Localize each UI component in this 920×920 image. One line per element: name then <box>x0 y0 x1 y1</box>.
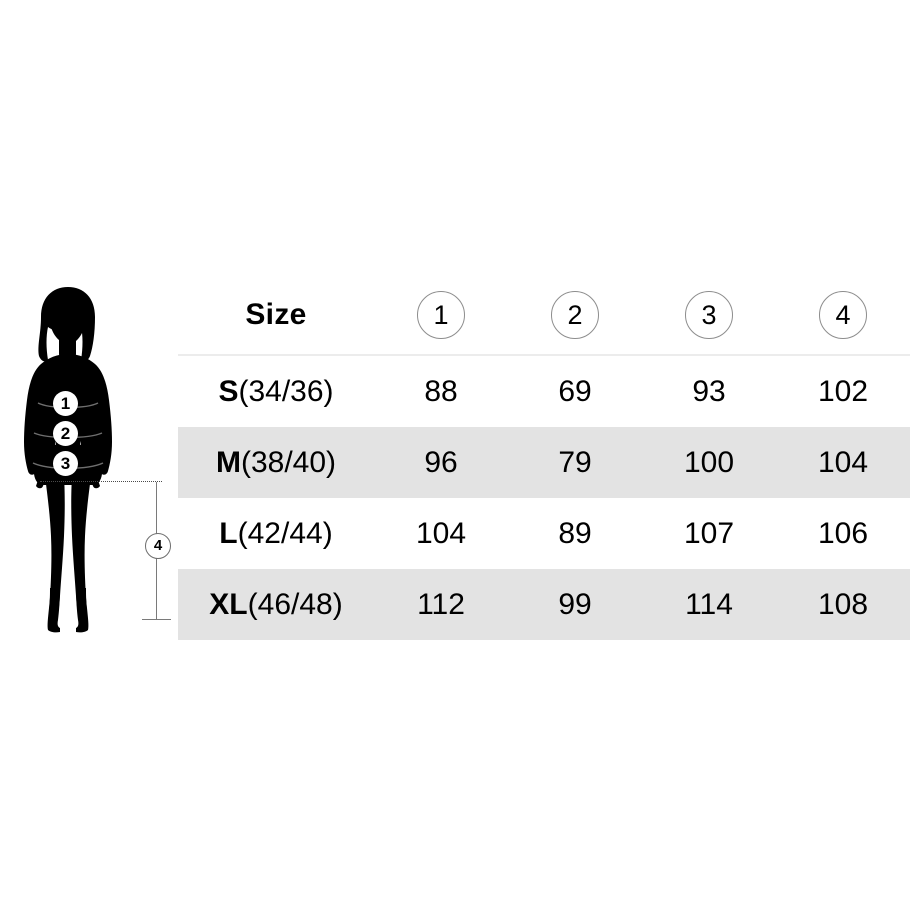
cell-size-label: S(34/36) <box>178 355 374 427</box>
cell-measure-1: 112 <box>374 569 508 640</box>
size-header-label: Size <box>245 298 307 331</box>
cell-measure-1: 96 <box>374 427 508 498</box>
size-letter: L <box>219 516 238 550</box>
size-range: (34/36) <box>238 374 334 408</box>
size-letter: S <box>218 374 239 408</box>
cell-measure-4: 102 <box>817 374 869 408</box>
header-row: Size 1 2 3 4 <box>178 276 910 356</box>
cell-measure-1: 104 <box>415 516 467 550</box>
measure-marker-1: 1 <box>53 391 78 416</box>
model-silhouette-panel <box>0 270 175 640</box>
measure-marker-4: 4 <box>145 533 171 559</box>
measure-marker-2: 2 <box>53 421 78 446</box>
cell-size-label: XL(46/48) <box>178 569 374 640</box>
table-row: L(42/44) 104 89 107 106 <box>178 498 910 569</box>
table-header: Size 1 2 3 4 <box>178 276 910 356</box>
cell-measure-2: 99 <box>508 569 642 640</box>
cell-measure-1: 88 <box>424 374 458 408</box>
circled-number-1-icon: 1 <box>417 291 465 339</box>
table-row: S(34/36) 88 69 93 102 <box>178 355 910 427</box>
cell-measure-4: 106 <box>817 516 869 550</box>
cell-measure-3: 114 <box>642 569 776 640</box>
cell-size-label: L(42/44) <box>178 498 374 569</box>
circled-number-2-icon: 2 <box>551 291 599 339</box>
cell-measure-3: 100 <box>642 427 776 498</box>
table-row: M(38/40) 96 79 100 104 <box>178 427 910 498</box>
size-range: (38/40) <box>240 445 337 479</box>
cell-measure-2: 69 <box>558 374 592 408</box>
cell-measure-3: 107 <box>683 516 735 550</box>
cell-size-label: M(38/40) <box>178 427 374 498</box>
female-body-silhouette-icon <box>24 287 112 633</box>
cell-measure-4: 104 <box>776 427 910 498</box>
size-letter: M <box>215 445 241 479</box>
size-range: (42/44) <box>237 516 333 550</box>
size-range: (46/48) <box>247 587 343 621</box>
circled-number-3-icon: 3 <box>685 291 733 339</box>
cell-measure-3: 93 <box>692 374 726 408</box>
size-letter: XL <box>209 587 248 621</box>
length-dimension-endcap <box>142 619 171 620</box>
measure-marker-3: 3 <box>53 451 78 476</box>
cell-measure-2: 89 <box>558 516 592 550</box>
table-body: S(34/36) 88 69 93 102 M(38/40) 96 79 100 104 L(42/… <box>178 355 910 640</box>
column-header-2: 2 <box>508 276 642 356</box>
cell-measure-2: 79 <box>508 427 642 498</box>
table-row: XL(46/48) 112 99 114 108 <box>178 569 910 640</box>
column-header-3: 3 <box>642 276 776 356</box>
column-header-size: Size <box>178 276 374 356</box>
circled-number-4-icon: 4 <box>819 291 867 339</box>
size-chart-table: Size 1 2 3 4 S(34/36) 88 69 93 102 M(38/40) 96… <box>178 276 910 640</box>
hip-reference-dotted-line <box>40 481 162 482</box>
column-header-1: 1 <box>374 276 508 356</box>
column-header-4: 4 <box>776 276 910 356</box>
cell-measure-4: 108 <box>776 569 910 640</box>
